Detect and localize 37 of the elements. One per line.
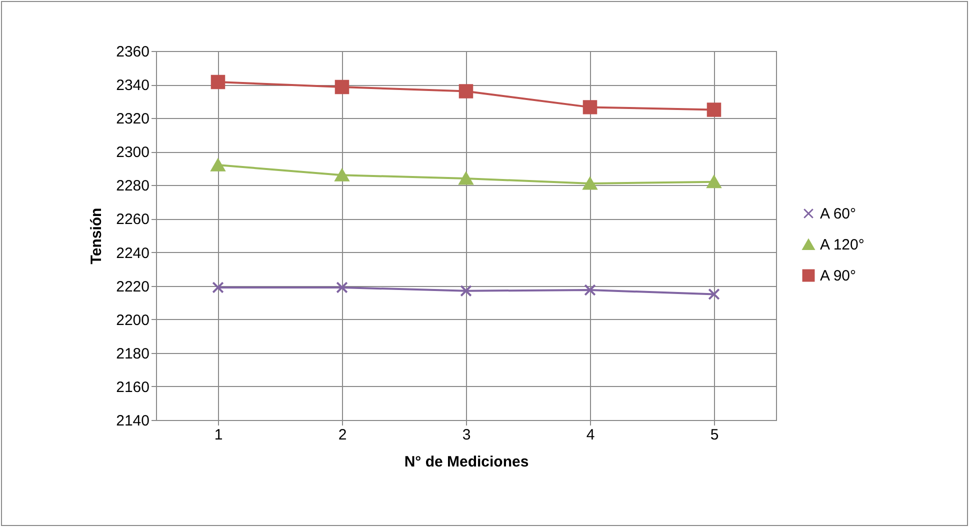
x-tick-label: 4 — [586, 426, 595, 444]
x-tick-label: 3 — [462, 426, 471, 444]
point — [334, 80, 350, 94]
point — [210, 158, 226, 172]
x-axis-title: N° de Mediciones — [404, 454, 529, 470]
y-tick-label: 2240 — [116, 244, 150, 262]
point — [706, 176, 722, 188]
y-tick-label: 2320 — [116, 110, 150, 128]
x-tick-label: 5 — [710, 426, 719, 444]
point — [210, 74, 226, 90]
y-tick-label: 2280 — [116, 178, 150, 195]
point — [706, 102, 722, 117]
y-tick-label: 2140 — [116, 412, 150, 430]
legend-label: A 60° — [820, 206, 856, 222]
point — [458, 172, 474, 185]
y-tick-label: 2300 — [116, 144, 150, 162]
point — [584, 284, 596, 296]
point — [212, 282, 224, 294]
point — [458, 84, 474, 98]
point — [460, 284, 472, 297]
point — [334, 168, 350, 182]
y-tick-label: 2160 — [116, 378, 150, 396]
x-tick-label: 1 — [214, 426, 223, 444]
point — [708, 288, 720, 300]
point — [582, 100, 598, 114]
y-tick-label: 2260 — [116, 211, 150, 228]
y-tick-label: 2360 — [116, 44, 150, 60]
y-tick-label: 2220 — [116, 278, 150, 296]
y-tick-label: 2180 — [116, 345, 150, 362]
x-tick-label: 2 — [338, 426, 347, 444]
legend-label: A 90° — [820, 268, 856, 284]
point — [582, 177, 598, 190]
legend-label: A 120° — [820, 236, 864, 254]
y-axis-title: Tensión — [88, 208, 106, 264]
point — [336, 282, 348, 294]
y-tick-label: 2340 — [116, 77, 150, 94]
y-tick-label: 2200 — [116, 312, 150, 329]
